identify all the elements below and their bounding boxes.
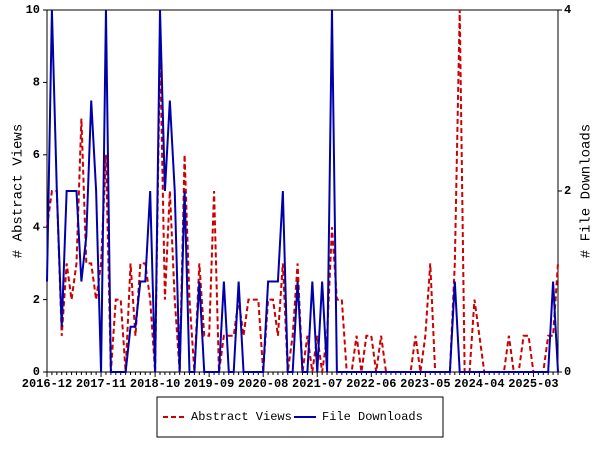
series-line xyxy=(46,9,559,373)
x-tick-label: 2018-10 xyxy=(130,377,180,391)
x-tick-label: 2024-04 xyxy=(454,377,504,391)
legend-label: File Downloads xyxy=(322,410,423,424)
y2-tick-label: 4 xyxy=(564,3,571,17)
y2-axis-label: # File Downloads xyxy=(579,124,595,258)
y-tick-label: 8 xyxy=(33,76,40,90)
series-line xyxy=(46,9,559,373)
legend-label: Abstract Views xyxy=(191,410,292,424)
x-tick-label: 2023-05 xyxy=(400,377,450,391)
y-tick-label: 2 xyxy=(33,293,40,307)
x-tick-label: 2025-03 xyxy=(508,377,558,391)
x-tick-label: 2020-08 xyxy=(238,377,288,391)
x-tick-label: 2017-11 xyxy=(76,377,126,391)
y-axis-label: # Abstract Views xyxy=(11,124,27,258)
y-tick-label: 6 xyxy=(33,148,40,162)
x-tick-label: 2021-07 xyxy=(292,377,342,391)
y-tick-label: 0 xyxy=(33,365,40,379)
y2-tick-label: 0 xyxy=(564,365,571,379)
y2-tick-label: 2 xyxy=(564,184,571,198)
x-tick-label: 2016-12 xyxy=(22,377,72,391)
x-tick-label: 2022-06 xyxy=(346,377,396,391)
plot-frame xyxy=(46,9,559,373)
y-tick-label: 10 xyxy=(26,3,40,17)
x-tick-label: 2019-09 xyxy=(184,377,234,391)
y-tick-label: 4 xyxy=(33,220,40,234)
